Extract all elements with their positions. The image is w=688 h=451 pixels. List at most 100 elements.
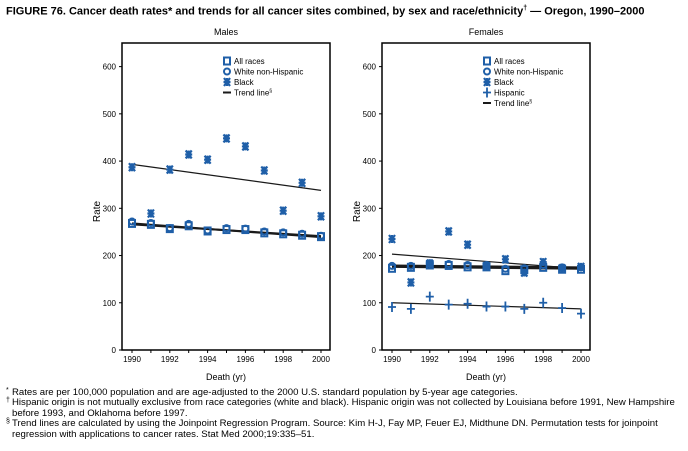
data-point: [463, 260, 472, 269]
figure-title: FIGURE 76. Cancer death rates* and trend…: [6, 5, 645, 18]
y-tick-label: 600: [103, 63, 117, 72]
data-point: [147, 208, 155, 219]
data-point: [444, 260, 453, 269]
data-point: [482, 261, 491, 271]
legend-marker: [223, 67, 231, 76]
data-point: [222, 133, 231, 144]
data-point: [165, 164, 174, 175]
data-point: [388, 234, 396, 244]
data-point: [279, 206, 288, 216]
data-point: [520, 267, 529, 278]
footnotes: * Rates are per 100,000 population and ar…: [6, 387, 686, 440]
footnote-1: * Rates are per 100,000 population and ar…: [6, 387, 686, 398]
x-tick-label: 1990: [383, 355, 401, 364]
data-point: [165, 224, 174, 233]
chart-males: Males 0 100 200 300 400 500 600 1990 1992 1994 1996…: [92, 27, 331, 382]
data-point: [463, 298, 472, 309]
data-point: [558, 263, 566, 273]
footnote-2: † Hispanic origin is not mutually exclusi…: [6, 397, 686, 419]
legend-marker: [223, 56, 231, 66]
x-tick-label: 1992: [421, 355, 439, 364]
x-tick-label: 1994: [199, 355, 217, 364]
data-point: [260, 227, 269, 236]
y-tick-label: 200: [363, 252, 377, 261]
x-axis-label: Death (yr): [206, 372, 246, 382]
data-point: [425, 291, 434, 302]
plot-frame: [121, 42, 331, 351]
legend-label: Trend line§: [234, 89, 272, 98]
y-axis-label: Rate: [92, 201, 103, 223]
data-point: [203, 226, 212, 235]
legend-trend-mark: §: [269, 89, 272, 95]
legend-label: Hispanic: [494, 89, 525, 98]
legend-label: Trend line§: [494, 99, 532, 108]
data-point: [128, 162, 136, 172]
data-point: [298, 178, 306, 188]
legend-label: All races: [494, 57, 525, 66]
data-point: [406, 261, 415, 270]
data-point: [241, 224, 250, 233]
data-point: [577, 308, 585, 319]
data-point: [501, 264, 510, 273]
data-point: [406, 303, 415, 314]
y-tick-label: 200: [103, 252, 117, 261]
legend-label: Black: [234, 78, 255, 87]
x-tick-label: 2000: [572, 355, 590, 364]
data-point: [203, 155, 212, 165]
y-tick-label: 100: [103, 299, 117, 308]
panel-title: Females: [469, 27, 504, 37]
legend-marker: [483, 67, 491, 76]
data-point: [260, 165, 269, 176]
x-tick-label: 1996: [237, 355, 255, 364]
legend-trend-mark: §: [529, 99, 532, 105]
data-point: [184, 149, 193, 160]
x-axis-label: Death (yr): [466, 372, 506, 382]
y-tick-label: 0: [372, 346, 377, 355]
series-hispanic: [388, 291, 585, 319]
y-tick-label: 300: [103, 204, 117, 213]
x-tick-label: 1990: [123, 355, 141, 364]
y-tick-label: 400: [103, 157, 117, 166]
data-point: [317, 231, 325, 240]
legend-marker: [483, 87, 491, 98]
legend-marker: [483, 56, 491, 66]
footnote-3: § Trend lines are calculated by using the…: [6, 418, 686, 440]
data-point: [279, 228, 288, 237]
charts: Males 0 100 200 300 400 500 600 1990 1992 1994 1996…: [92, 27, 591, 382]
footnote-text: Rates are per 100,000 population and are…: [12, 387, 518, 398]
data-point: [388, 302, 396, 313]
data-point: [222, 224, 231, 233]
data-point: [558, 302, 567, 313]
series-black: [388, 226, 585, 288]
series-black: [128, 133, 325, 221]
footnote-mark: *: [6, 387, 9, 394]
y-tick-label: 300: [363, 204, 377, 213]
data-point: [317, 211, 325, 221]
footnote-mark: †: [6, 397, 10, 405]
y-tick-label: 600: [363, 63, 377, 72]
data-point: [501, 301, 510, 312]
legend-label: White non-Hispanic: [234, 68, 303, 77]
legend-label: Black: [494, 78, 515, 87]
trend-line: [131, 163, 322, 191]
data-point: [463, 240, 472, 250]
panel-title: Males: [214, 27, 239, 37]
footnote-mark: §: [6, 418, 10, 426]
x-tick-label: 2000: [312, 355, 330, 364]
legend-label: White non-Hispanic: [494, 68, 563, 77]
y-tick-label: 500: [363, 110, 377, 119]
legend-marker: [483, 77, 491, 87]
x-tick-label: 1998: [534, 355, 552, 364]
footnote-text: Hispanic origin is not mutually exclusiv…: [12, 397, 675, 419]
series-white-non-hispanic: [128, 217, 325, 240]
title-text: FIGURE 76. Cancer death rates* and trend…: [6, 5, 524, 18]
y-tick-label: 100: [363, 299, 377, 308]
data-point: [146, 218, 155, 227]
title-suffix: — Oregon, 1990–2000: [527, 5, 645, 18]
data-point: [298, 229, 307, 238]
y-tick-label: 0: [112, 346, 117, 355]
x-tick-label: 1994: [459, 355, 477, 364]
x-tick-label: 1992: [161, 355, 179, 364]
